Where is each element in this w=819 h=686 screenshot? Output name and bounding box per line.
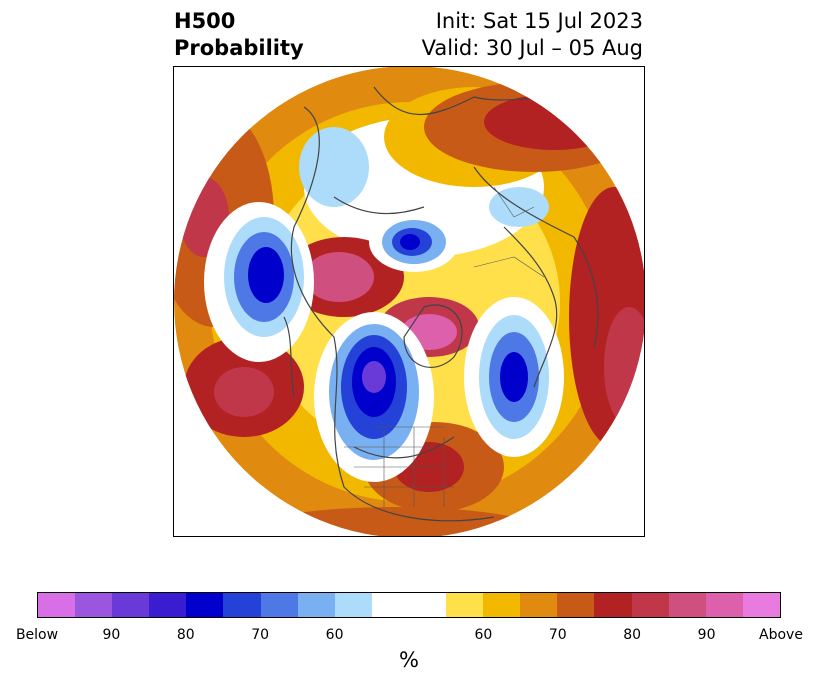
colorbar-tick-label: Above xyxy=(759,627,803,643)
colorbar-tick-label: 80 xyxy=(623,627,642,643)
title-product: Probability xyxy=(174,36,304,60)
colorbar-segment xyxy=(483,593,521,617)
chart-title-right: Init: Sat 15 Jul 2023 Valid: 30 Jul – 05… xyxy=(422,8,643,62)
colorbar-tick-label: Below xyxy=(15,627,59,643)
colorbar-segment xyxy=(446,593,484,617)
colorbar-unit: % xyxy=(399,648,419,672)
colorbar-segment xyxy=(149,593,187,617)
colorbar-tick-label: 90 xyxy=(102,627,121,643)
colorbar-segment xyxy=(594,593,632,617)
below-anomaly-west xyxy=(248,247,284,303)
title-variable: H500 xyxy=(174,9,236,33)
colorbar-tick-label: 90 xyxy=(697,627,716,643)
above-anomaly-north xyxy=(484,94,624,150)
colorbar-segment xyxy=(371,593,409,617)
chart-title-left: H500 Probability xyxy=(174,8,304,62)
colorbar-segment xyxy=(297,593,335,617)
colorbar-segment xyxy=(668,593,706,617)
init-time: Init: Sat 15 Jul 2023 xyxy=(435,9,643,33)
colorbar-segment xyxy=(112,593,150,617)
colorbar-tick-label: 80 xyxy=(176,627,195,643)
colorbar-segment xyxy=(631,593,669,617)
colorbar-segment xyxy=(260,593,298,617)
colorbar-tick-label: 70 xyxy=(548,627,567,643)
colorbar-segment xyxy=(408,593,447,617)
colorbar-tick-label: 60 xyxy=(474,627,493,643)
above-anomaly-central xyxy=(304,252,374,302)
below-anomaly-pole xyxy=(400,234,420,250)
map-panel xyxy=(173,66,645,537)
colorbar-segment xyxy=(742,593,780,617)
coastlines xyxy=(283,86,599,522)
colorbar-tick-label: 60 xyxy=(325,627,344,643)
valid-period: Valid: 30 Jul – 05 Aug xyxy=(421,36,643,60)
below-anomaly-america xyxy=(362,361,386,393)
colorbar-tick-label: 70 xyxy=(251,627,270,643)
colorbar-segment xyxy=(334,593,372,617)
colorbar-segment xyxy=(705,593,743,617)
below-anomaly-atlantic xyxy=(500,352,528,402)
colorbar-segment xyxy=(520,593,558,617)
colorbar-segment xyxy=(186,593,224,617)
probability-map xyxy=(174,67,644,536)
colorbar-segment xyxy=(223,593,261,617)
borders xyxy=(344,186,545,507)
colorbar xyxy=(37,592,781,618)
colorbar-segment xyxy=(38,593,76,617)
colorbar-segment xyxy=(75,593,113,617)
colorbar-segment xyxy=(557,593,595,617)
